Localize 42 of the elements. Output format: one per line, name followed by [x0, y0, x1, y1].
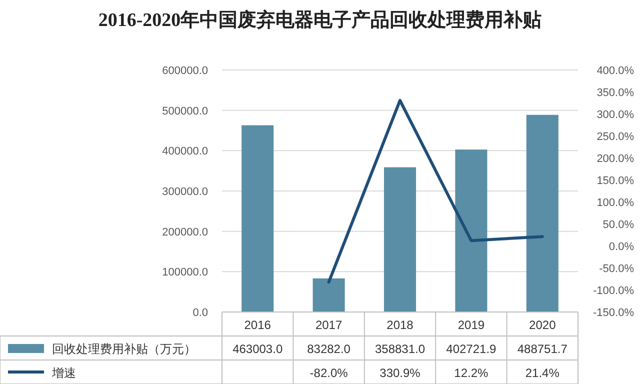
- data-label: -82.0%: [310, 366, 348, 380]
- x-tick-label: 2018: [386, 318, 414, 332]
- data-label: 83282.0: [307, 342, 351, 356]
- y-tick-label: 200000.0: [162, 226, 208, 238]
- y2-tick-label: -100.0%: [593, 285, 634, 297]
- legend-label: 增速: [51, 366, 76, 380]
- y2-tick-label: 100.0%: [596, 197, 634, 209]
- y2-tick-label: 50.0%: [602, 219, 634, 231]
- bar: [455, 150, 488, 312]
- x-tick-label: 2016: [244, 318, 272, 332]
- y2-tick-label: 200.0%: [596, 153, 634, 165]
- x-tick-label: 2017: [315, 318, 342, 332]
- y2-tick-label: 300.0%: [596, 109, 634, 121]
- y2-tick-label: -150.0%: [593, 307, 634, 319]
- y-tick-label: 400000.0: [162, 146, 208, 158]
- y-tick-label: 300000.0: [162, 186, 208, 198]
- legend-label: 回收处理费用补贴（万元）: [52, 342, 196, 356]
- data-label: 21.4%: [525, 366, 560, 380]
- bar: [242, 125, 274, 312]
- y-tick-label: 0.0: [192, 307, 208, 319]
- data-label: 330.9%: [380, 366, 421, 380]
- y2-tick-label: 400.0%: [596, 65, 634, 77]
- data-label: 488751.7: [517, 342, 568, 356]
- y-tick-label: 600000.0: [162, 65, 208, 77]
- y-tick-label: 500000.0: [162, 105, 208, 118]
- y2-tick-label: 150.0%: [596, 175, 634, 187]
- data-label: 12.2%: [454, 366, 489, 380]
- data-label: 463003.0: [232, 342, 283, 356]
- data-label: 358831.0: [374, 342, 426, 356]
- y2-tick-label: 250.0%: [596, 131, 634, 143]
- bar: [384, 167, 416, 312]
- bar: [312, 278, 345, 312]
- x-tick-label: 2020: [529, 318, 556, 332]
- y2-tick-label: -50.0%: [599, 263, 634, 275]
- y-tick-label: 100000.0: [162, 266, 208, 279]
- y2-tick-label: 0.0%: [608, 241, 634, 253]
- y2-tick-label: 350.0%: [596, 87, 634, 99]
- data-label: 402721.9: [446, 342, 497, 356]
- chart-title: 2016-2020年中国废弃电器电子产品回收处理费用补贴: [98, 9, 542, 31]
- x-tick-label: 2019: [458, 318, 485, 332]
- line-series: [327, 98, 544, 284]
- bar: [526, 114, 558, 312]
